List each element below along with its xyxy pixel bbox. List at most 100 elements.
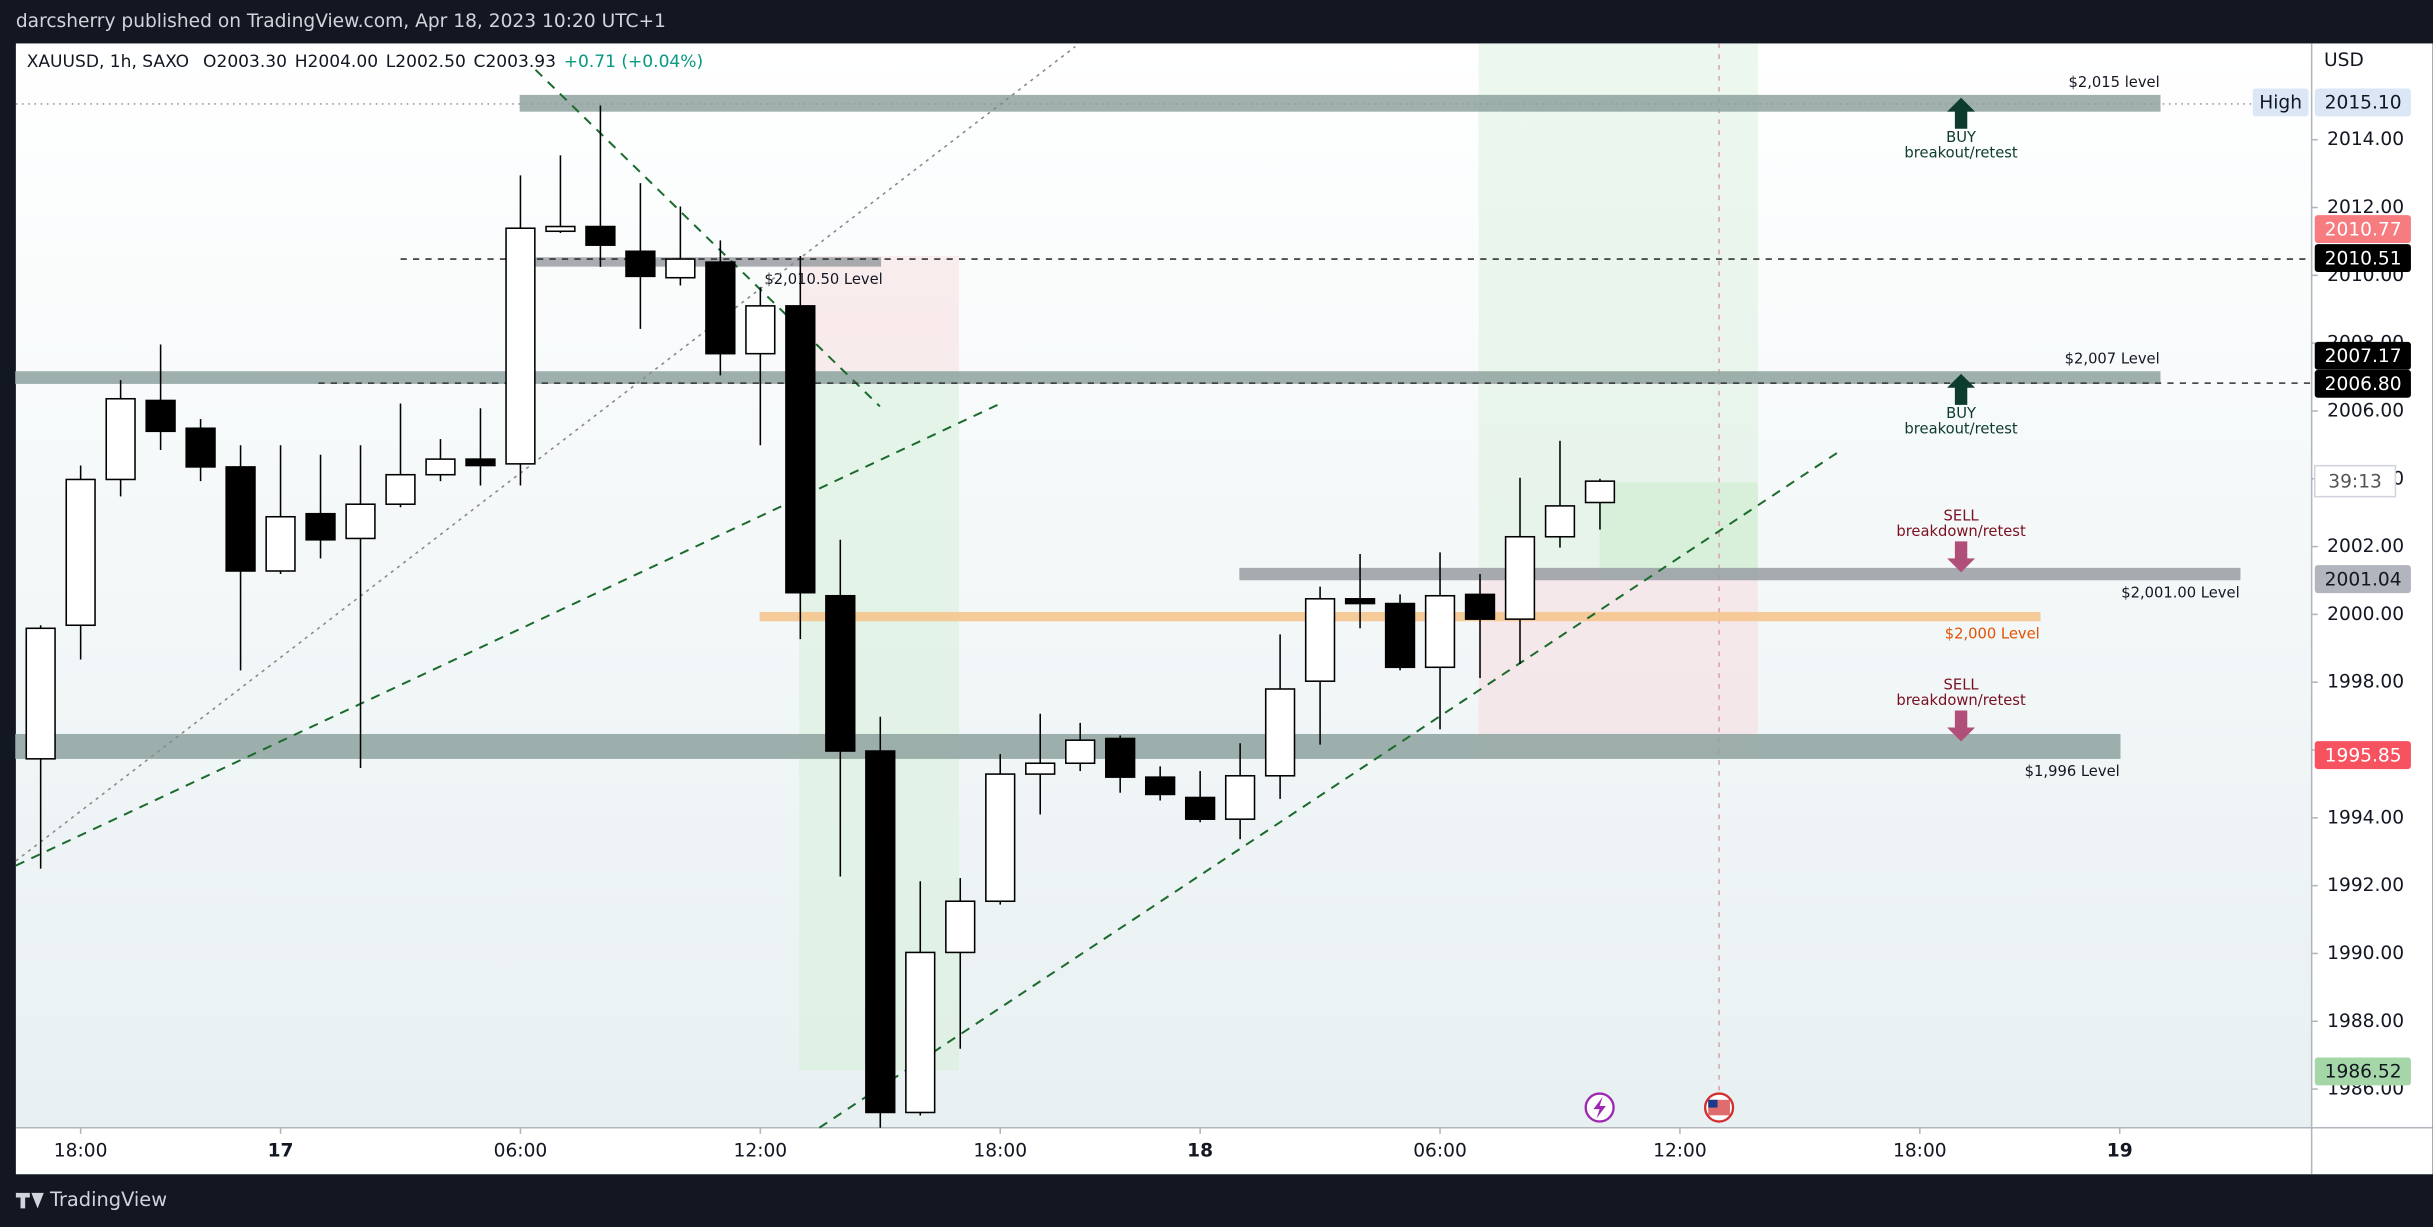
price-tag-label: 2006.80: [2325, 374, 2402, 395]
y-tick-label: 1988.00: [2327, 1011, 2404, 1032]
price-tag-label: 2010.51: [2325, 248, 2402, 269]
legend-item: H2004.00: [295, 52, 378, 72]
x-tick-label: 18: [1187, 1140, 1213, 1161]
price-tag-label: 2015.10: [2325, 93, 2402, 114]
candle-body: [1304, 598, 1336, 682]
legend-item: XAUUSD, 1h, SAXO: [27, 52, 189, 72]
legend-item: L2002.50: [386, 52, 466, 72]
level-label: $2,000 Level: [1945, 625, 2040, 642]
price-tag: [2314, 369, 2411, 398]
countdown: 39:13: [2328, 471, 2382, 492]
y-tick-label: 2014.00: [2327, 129, 2404, 150]
y-tick-label: 1998.00: [2327, 672, 2404, 693]
price-tag-name-box: [2252, 88, 2309, 117]
price-tags: 2015.10 High 2010.77 2010.51 2007.17 2006.80 2…: [2252, 88, 2411, 1086]
signal-text: breakout/retest: [1904, 145, 2017, 162]
candle-body: [1544, 505, 1576, 538]
candle-body: [545, 225, 576, 233]
candle-body: [1424, 594, 1456, 669]
candle-body: [1344, 598, 1376, 605]
signal-text: BUY: [1946, 405, 1977, 422]
candle-body: [705, 261, 736, 355]
candle-body: [1264, 688, 1296, 777]
y-tick-label: 2002.00: [2327, 536, 2404, 557]
signal-text: breakdown/retest: [1896, 523, 2026, 540]
signal-text: breakout/retest: [1904, 421, 2017, 438]
candle-body: [665, 258, 696, 279]
candle-body: [985, 773, 1016, 903]
x-tick-label: 12:00: [1653, 1140, 1707, 1161]
legend-item: C2003.93: [474, 52, 556, 72]
publisher: darcsherry published on TradingView.com,…: [16, 11, 666, 32]
y-tick-label: 1992.00: [2327, 875, 2404, 896]
candle-body: [145, 399, 176, 433]
candle-body: [1464, 593, 1496, 620]
y-tick-label: 2006.00: [2327, 400, 2404, 421]
candle-body: [345, 503, 376, 540]
candle-body: [305, 512, 336, 541]
x-tick-label: 18:00: [973, 1140, 1027, 1161]
event-flag: [1708, 1099, 1718, 1108]
position-progress: [1599, 482, 1758, 579]
price-tag: [2314, 88, 2411, 117]
x-tick-label: 06:00: [1413, 1140, 1467, 1161]
x-tick-label: 19: [2107, 1140, 2133, 1161]
time-scale: [15, 1127, 2312, 1175]
signal-text: SELL: [1944, 508, 1980, 525]
candle-body: [185, 427, 216, 468]
y-tick-label: 2000.00: [2327, 604, 2404, 625]
brand: TradingView: [49, 1188, 167, 1211]
candle-body: [265, 515, 296, 572]
y-tick-label: 2012.00: [2327, 197, 2404, 218]
candle-body: [585, 225, 616, 246]
candle-body: [905, 951, 936, 1114]
candle-body: [425, 458, 456, 476]
candle-body: [1184, 796, 1216, 820]
x-tick-label: 06:00: [494, 1140, 548, 1161]
legend: XAUUSD, 1h, SAXO O2003.30 H2004.00 L2002.50…: [27, 52, 703, 72]
level-label: $2,015 level: [2069, 74, 2160, 91]
candle-body: [225, 466, 256, 572]
plot-area: [15, 43, 2312, 1128]
level-label: $2,010.50 Level: [764, 271, 882, 288]
y-tick-label: 1994.00: [2327, 807, 2404, 828]
candle-body: [1105, 737, 1136, 778]
y-tick-label: 1990.00: [2327, 943, 2404, 964]
candle-body: [1025, 762, 1056, 775]
level-zone: [15, 371, 2161, 384]
legend-item: +0.71 (+0.04%): [564, 52, 703, 72]
sell-arrow: [1947, 710, 1976, 742]
price-tag-name: High: [2259, 93, 2302, 114]
trend-line: [534, 69, 881, 408]
candle-body: [625, 250, 656, 278]
candle-body: [1504, 535, 1536, 620]
x-tick-label: 17: [268, 1140, 294, 1161]
price-tag-label: 2007.17: [2325, 346, 2402, 367]
sell-arrow: [1947, 541, 1976, 573]
trend-line: [15, 45, 1076, 862]
price-tag: [2314, 1057, 2411, 1086]
candle-body: [785, 305, 816, 594]
price-tag: [2314, 741, 2411, 770]
event-icon: [1593, 1096, 1606, 1119]
candle-body: [465, 458, 496, 467]
buy-arrow: [1947, 97, 1976, 129]
candle-body: [945, 900, 976, 954]
candle-body: [385, 473, 416, 505]
price-tag: [2314, 565, 2411, 594]
candle-body: [105, 397, 136, 481]
candle-body: [745, 305, 776, 355]
price-tag-label: 2010.77: [2325, 219, 2402, 240]
price-tag: [2314, 215, 2411, 244]
candle-body: [505, 227, 536, 465]
level-label: $2,007 Level: [2065, 351, 2160, 368]
candle-body: [65, 478, 96, 627]
signal-text: breakdown/retest: [1896, 692, 2026, 709]
candle-body: [865, 750, 896, 1114]
price-tag: [2314, 341, 2411, 370]
level-zone: [1239, 567, 2241, 581]
candles: [25, 105, 1616, 1128]
candle-body: [825, 594, 856, 752]
buy-arrow: [1947, 373, 1976, 405]
